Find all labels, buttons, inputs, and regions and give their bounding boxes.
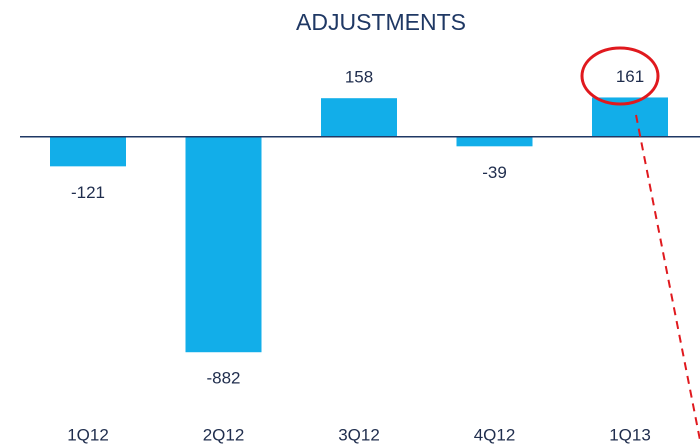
highlight-circle bbox=[580, 46, 660, 106]
data-label: 161 bbox=[616, 67, 644, 86]
callout-line bbox=[635, 114, 700, 441]
data-label: -121 bbox=[71, 183, 105, 202]
x-tick-label: 1Q12 bbox=[67, 425, 109, 444]
data-label: -882 bbox=[206, 369, 240, 388]
x-tick-label: 4Q12 bbox=[474, 425, 516, 444]
x-tick-label: 2Q12 bbox=[203, 425, 245, 444]
bar bbox=[50, 136, 126, 167]
bar bbox=[321, 98, 397, 137]
data-label: 158 bbox=[345, 68, 373, 87]
chart-title: ADJUSTMENTS bbox=[296, 9, 466, 35]
x-tick-label: 3Q12 bbox=[338, 425, 380, 444]
bar bbox=[456, 136, 533, 147]
x-tick-label: 1Q13 bbox=[609, 425, 651, 444]
plot-area: -121 1Q12 -882 2Q12 158 3Q12 -39 4Q12 161 1Q13 bbox=[20, 67, 700, 444]
bar bbox=[185, 136, 262, 353]
data-label: -39 bbox=[482, 163, 507, 182]
